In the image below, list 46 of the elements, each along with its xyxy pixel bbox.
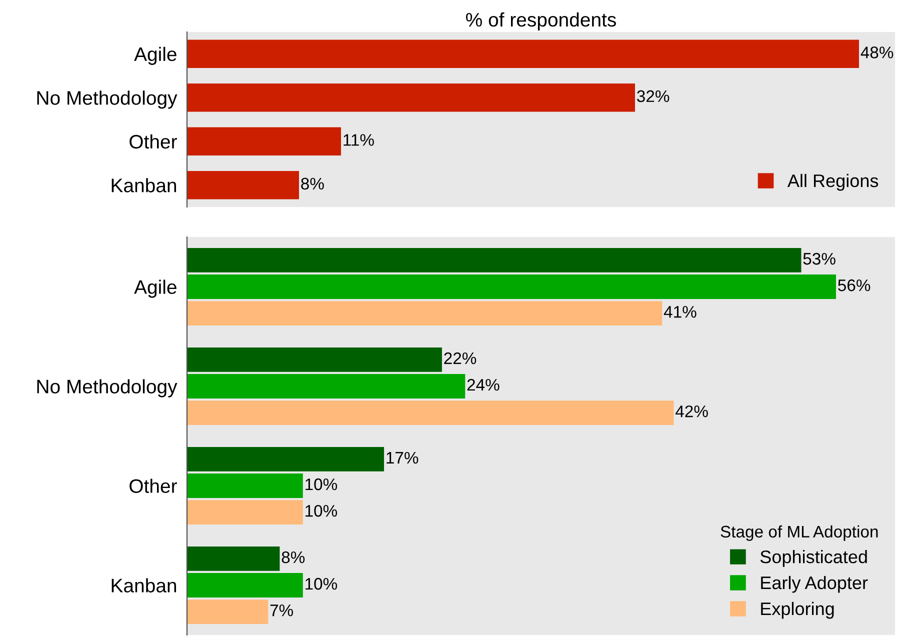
data-label: 10% bbox=[306, 578, 338, 590]
bar bbox=[187, 348, 442, 372]
bar bbox=[187, 447, 384, 472]
y-tick-label: Agile bbox=[134, 46, 176, 65]
data-label: 22% bbox=[444, 352, 476, 364]
data-label: 48% bbox=[860, 46, 894, 58]
legend-label: All Regions bbox=[787, 174, 878, 191]
bar bbox=[187, 474, 303, 498]
data-label: 10% bbox=[306, 478, 338, 490]
y-tick-label: No Methodology bbox=[37, 90, 178, 109]
data-label: 8% bbox=[301, 178, 324, 190]
bar bbox=[187, 171, 299, 200]
data-label: 42% bbox=[676, 405, 708, 418]
data-label: 11% bbox=[344, 134, 374, 146]
data-label: 41% bbox=[664, 306, 696, 318]
data-label: 17% bbox=[386, 452, 418, 464]
bar bbox=[187, 400, 674, 425]
y-tick-label: Agile bbox=[134, 280, 176, 298]
bar bbox=[187, 374, 466, 398]
data-label: 32% bbox=[637, 90, 670, 102]
y-tick-label: Kanban bbox=[112, 578, 176, 592]
legend-label: Exploring bbox=[761, 602, 834, 619]
y-tick-label: No Methodology bbox=[37, 379, 178, 398]
y-tick-label: Other bbox=[130, 478, 177, 493]
data-label: 24% bbox=[467, 378, 500, 391]
bar bbox=[187, 274, 836, 299]
data-label: 10% bbox=[306, 504, 338, 517]
bar bbox=[187, 40, 859, 68]
y-tick-label: Kanban bbox=[112, 178, 176, 192]
bar bbox=[187, 248, 802, 272]
bar bbox=[187, 500, 303, 524]
legend-label: Sophisticated bbox=[760, 550, 867, 567]
data-label: 53% bbox=[803, 252, 836, 265]
bar bbox=[187, 546, 280, 571]
chart-title: % of respondents bbox=[466, 12, 616, 30]
bar bbox=[187, 84, 635, 112]
bar bbox=[187, 127, 341, 156]
bar bbox=[187, 573, 303, 598]
y-tick-label: Other bbox=[130, 134, 177, 149]
legend-label: Early Adopter bbox=[761, 576, 868, 593]
legend-title: Stage of ML Adoption bbox=[720, 525, 878, 541]
bar bbox=[187, 600, 268, 624]
data-label: 56% bbox=[838, 279, 870, 292]
data-label: 8% bbox=[282, 551, 305, 564]
data-label: 7% bbox=[270, 604, 294, 616]
bar bbox=[187, 301, 662, 326]
